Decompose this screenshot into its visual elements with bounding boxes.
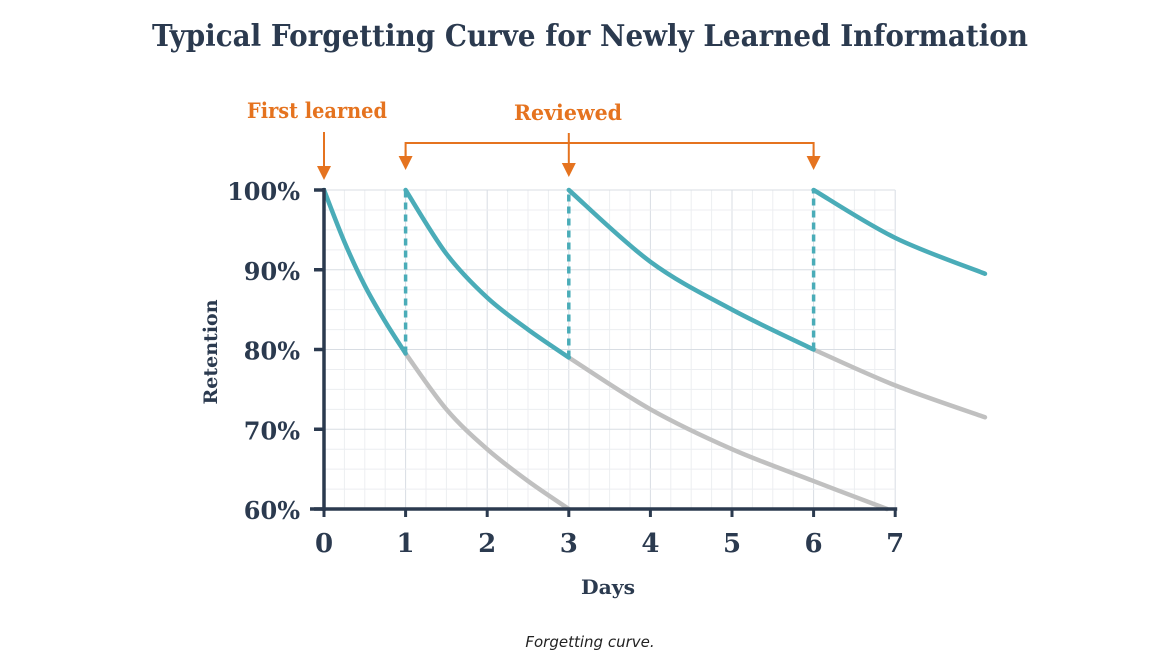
x-tick-label: 7 (886, 529, 904, 559)
arrow-down-icon (806, 156, 821, 170)
caption: Forgetting curve. (525, 633, 654, 651)
chart-title: Typical Forgetting Curve for Newly Learn… (152, 19, 1028, 54)
forgotten-curve (811, 347, 988, 420)
annotations: First learned Reviewed (247, 98, 821, 180)
reviewed-bracket (404, 142, 815, 156)
forgotten-curve (566, 355, 890, 512)
x-tick-label: 4 (641, 529, 659, 559)
retention-curve (403, 187, 572, 360)
x-tick-label: 1 (397, 529, 415, 559)
retention-curve (566, 187, 816, 352)
x-tick-label: 2 (478, 529, 496, 559)
x-tick-label: 6 (805, 529, 823, 559)
arrow-down-icon (317, 166, 331, 180)
first-learned-label: First learned (247, 98, 387, 123)
arrow-down-icon (561, 163, 576, 177)
x-tick-label: 0 (315, 529, 333, 559)
y-tick-label: 100% (227, 177, 300, 206)
retention-curve (811, 187, 988, 276)
axes: 100% 90% 80% 70% 60% 0 1 2 3 4 5 6 7 (227, 177, 904, 559)
y-tick-label: 80% (244, 337, 300, 366)
grid (323, 189, 896, 510)
x-axis-label: Days (581, 575, 635, 599)
curves (321, 187, 988, 512)
retention-curve (321, 187, 408, 356)
arrow-down-icon (398, 156, 413, 170)
x-tick-label: 5 (723, 529, 741, 559)
forgotten-curve (403, 351, 572, 512)
y-tick-label: 90% (244, 257, 300, 286)
reviewed-label: Reviewed (514, 100, 622, 125)
y-axis-label: Retention (200, 299, 222, 404)
y-tick-label: 70% (244, 416, 300, 445)
y-tick-label: 60% (244, 496, 300, 525)
x-tick-label: 3 (560, 529, 578, 559)
